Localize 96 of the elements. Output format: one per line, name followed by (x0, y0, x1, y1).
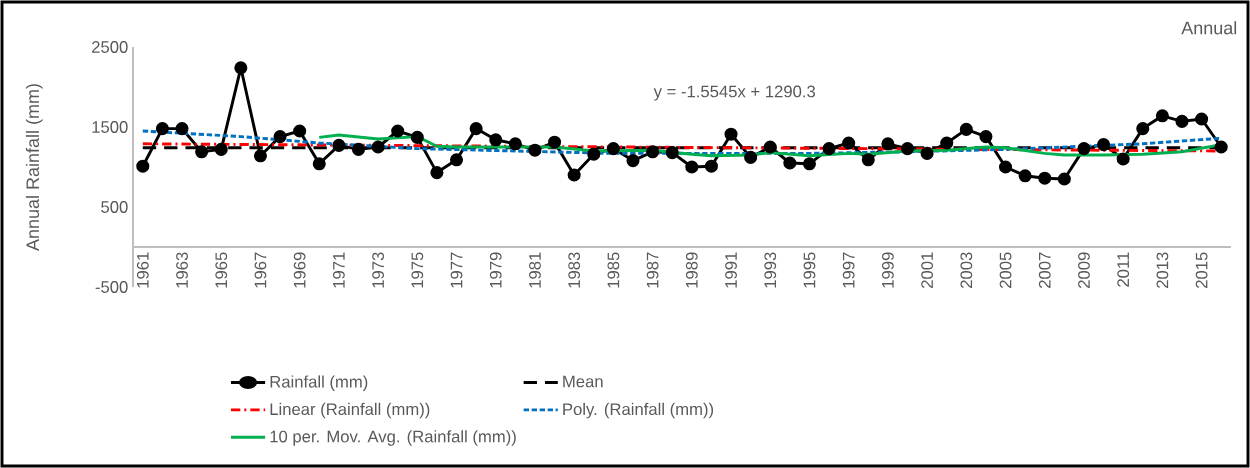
point (1175, 114, 1189, 128)
x-tick-label: 2001 (921, 252, 933, 288)
point (214, 142, 228, 156)
point (783, 156, 797, 170)
point (567, 168, 581, 182)
point (410, 130, 424, 144)
point (371, 140, 385, 154)
x-tick-label: 1997 (842, 252, 855, 288)
x-tick-label: 2007 (1038, 252, 1051, 288)
point (430, 166, 444, 180)
point (391, 124, 405, 138)
point (528, 143, 542, 157)
point (1136, 122, 1150, 136)
point (469, 122, 483, 136)
point (959, 122, 973, 136)
point (744, 150, 758, 164)
x-tick-label: 2009 (1078, 252, 1090, 288)
point (1116, 152, 1130, 166)
point (940, 136, 954, 150)
x-tick-label: 1973 (372, 252, 384, 288)
point (449, 153, 464, 167)
point (626, 154, 640, 168)
chart-title: Annual (1181, 21, 1237, 35)
y-tick-label: 500 (101, 201, 128, 213)
x-tick-label: 1979 (489, 252, 502, 288)
legend-label: Mean (563, 375, 603, 388)
point (136, 159, 150, 173)
point (175, 122, 189, 136)
x-tick-label: 1961 (136, 252, 149, 288)
legend-label: Rainfall (mm) (270, 375, 368, 391)
point (900, 142, 915, 156)
point (351, 142, 366, 156)
point (1038, 171, 1052, 185)
x-tick-label: 2005 (999, 252, 1012, 288)
point (685, 160, 699, 174)
point (548, 135, 562, 149)
x-tick-label: 1981 (529, 252, 541, 288)
point (606, 142, 620, 156)
point (704, 159, 718, 173)
point (861, 153, 875, 167)
point (1057, 172, 1071, 186)
y-axis-title: Annual Rainfall (mm) (25, 84, 43, 251)
y-tick-label: 2500 (92, 41, 128, 53)
point (489, 133, 503, 147)
x-tick-label: 1983 (568, 252, 581, 288)
x-tick-label: 1989 (685, 252, 698, 288)
point (842, 136, 856, 150)
x-tick-label: 1985 (607, 252, 620, 288)
annotation: y = -1.5545x + 1290.3 (653, 85, 816, 101)
x-tick-label: 1977 (450, 252, 463, 288)
point (508, 137, 522, 151)
point (293, 124, 307, 138)
x-tick-label: 1965 (215, 252, 228, 288)
legend-label: 10 per. Mov. Avg. (Rainfall (mm)) (270, 430, 516, 446)
x-tick-label: 1999 (882, 252, 894, 288)
x-tick-label: 1969 (293, 252, 306, 288)
x-tick-label: 2003 (960, 252, 973, 288)
point (881, 137, 895, 151)
point (998, 160, 1013, 174)
point (979, 130, 993, 144)
point (273, 130, 287, 144)
point (763, 140, 777, 154)
point (1155, 109, 1169, 123)
x-tick-label: 1975 (411, 252, 424, 288)
point (332, 138, 346, 152)
point (195, 145, 209, 159)
y-tick-label: 1500 (92, 121, 128, 133)
point (1214, 140, 1228, 154)
point (1097, 138, 1111, 152)
legend-label: Linear (Rainfall (mm)) (270, 402, 430, 419)
x-tick-label: 1967 (254, 252, 267, 288)
point (234, 61, 248, 75)
point (1195, 112, 1209, 126)
point (312, 157, 326, 171)
point (665, 146, 679, 160)
point (253, 149, 267, 163)
point (822, 142, 836, 156)
point (920, 146, 934, 160)
x-tick-label: 1971 (332, 252, 345, 288)
x-tick-label: 1995 (803, 252, 816, 288)
x-tick-label: 1963 (176, 252, 188, 288)
point (646, 145, 660, 159)
x-tick-label: 2013 (1156, 252, 1169, 288)
point (802, 157, 816, 171)
x-tick-label: 1993 (764, 252, 777, 288)
y-tick-label: -500 (95, 281, 128, 293)
point (587, 147, 601, 161)
x-tick-label: 2011 (1117, 252, 1130, 287)
x-tick-label: 2015 (1195, 252, 1208, 288)
point (1018, 169, 1032, 183)
x-tick-label: 1991 (725, 252, 737, 288)
x-tick-label: 1987 (646, 252, 659, 288)
point (1077, 142, 1091, 156)
point (155, 122, 169, 136)
point (724, 127, 738, 141)
legend-label: Poly. (Rainfall (mm)) (563, 402, 714, 419)
